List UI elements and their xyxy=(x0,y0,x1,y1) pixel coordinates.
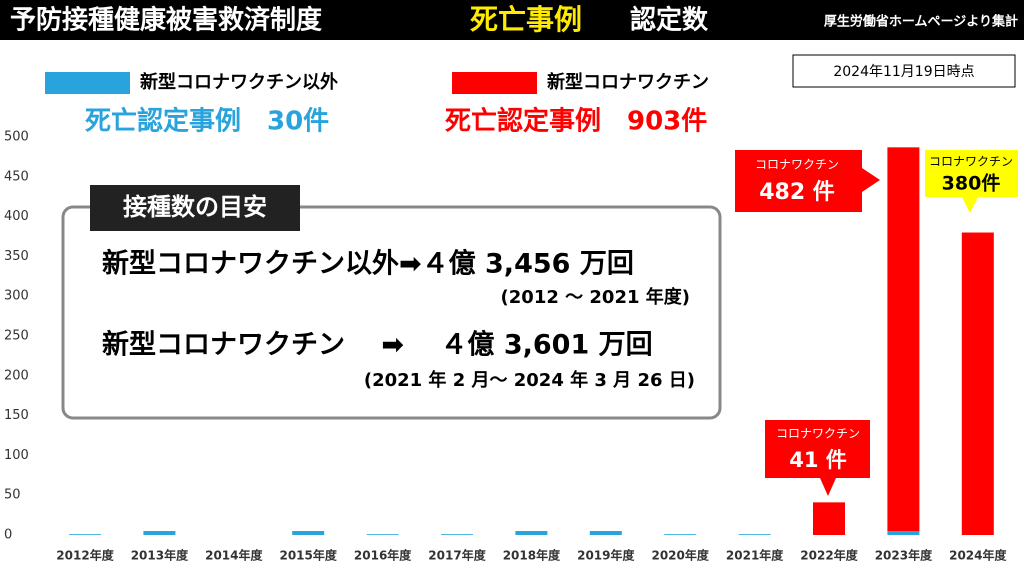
bar xyxy=(664,534,697,535)
legend-label: 新型コロナワクチン xyxy=(547,71,709,93)
data-label: 380件 xyxy=(942,172,1001,195)
x-tick-label: 2013年度 xyxy=(131,548,189,563)
y-tick-label: 400 xyxy=(4,209,29,224)
title-end: 認定数 xyxy=(630,5,709,36)
y-tick-label: 50 xyxy=(4,488,21,503)
x-tick-label: 2022年度 xyxy=(800,548,858,563)
info-heading-bg xyxy=(90,185,300,231)
x-tick-label: 2016年度 xyxy=(354,548,412,563)
data-label: 482 件 xyxy=(759,180,835,205)
bar xyxy=(887,531,920,535)
y-tick-label: 350 xyxy=(4,249,29,264)
legend-swatch xyxy=(452,72,537,94)
callout xyxy=(925,150,1018,213)
y-tick-label: 100 xyxy=(4,448,29,463)
bar xyxy=(441,534,473,535)
x-tick-label: 2015年度 xyxy=(279,548,337,563)
title: 予防接種健康被害救済制度 xyxy=(10,5,322,36)
info-box xyxy=(61,205,722,420)
info-heading: 接種数の目安 xyxy=(123,193,267,221)
date-box xyxy=(792,54,1016,88)
title-highlight: 死亡事例 xyxy=(470,3,582,36)
bar xyxy=(69,534,101,535)
y-tick-label: 450 xyxy=(4,169,29,184)
bar xyxy=(143,531,176,535)
bar xyxy=(515,531,548,535)
total-label: 死亡認定事例 903件 xyxy=(445,106,707,137)
legend-swatch xyxy=(45,72,130,94)
x-tick-label: 2017年度 xyxy=(428,548,486,563)
y-tick-label: 200 xyxy=(4,368,29,383)
callout xyxy=(735,150,880,212)
y-tick-label: 300 xyxy=(4,289,29,304)
x-tick-label: 2014年度 xyxy=(205,548,263,563)
x-tick-label: 2020年度 xyxy=(651,548,709,563)
callout-title: コロナワクチン xyxy=(929,155,1013,169)
y-tick-label: 250 xyxy=(4,329,29,344)
bar xyxy=(292,531,325,535)
y-tick-label: 150 xyxy=(4,408,29,423)
data-label: 41 件 xyxy=(789,448,847,472)
legend-label: 新型コロナワクチン以外 xyxy=(140,71,338,93)
bar xyxy=(366,534,399,535)
x-tick-label: 2021年度 xyxy=(726,548,784,563)
info-note: (2021 年 2 月～ 2024 年 3 月 26 日) xyxy=(364,369,695,391)
x-tick-label: 2024年度 xyxy=(949,548,1007,563)
callout-title: コロナワクチン xyxy=(776,427,860,441)
plot: 0 50 100 150 200 250 300 350 400 450 500 2012年度 2013… xyxy=(4,130,1007,563)
bar xyxy=(961,232,994,535)
bar xyxy=(589,531,622,535)
y-tick-label: 0 xyxy=(4,528,12,543)
callout xyxy=(765,420,870,496)
x-tick-label: 2019年度 xyxy=(577,548,635,563)
header-bar xyxy=(0,0,1024,40)
info-note: (2012 ～ 2021 年度) xyxy=(501,286,690,308)
x-tick-label: 2012年度 xyxy=(56,548,114,563)
source: 厚生労働省ホームページより集計 xyxy=(824,14,1018,30)
bar xyxy=(887,147,920,532)
y-tick-label: 500 xyxy=(4,130,29,145)
info-row: 新型コロナワクチン ➡ ４億 3,601 万回 xyxy=(102,329,653,361)
callout-title: コロナワクチン xyxy=(755,158,839,172)
date: 2024年11月19日時点 xyxy=(833,64,974,80)
x-tick-label: 2023年度 xyxy=(875,548,933,563)
info-row: 新型コロナワクチン以外➡４億 3,456 万回 xyxy=(102,248,634,280)
bar xyxy=(738,534,771,535)
x-tick-label: 2018年度 xyxy=(503,548,561,563)
bar xyxy=(813,502,845,535)
total-label: 死亡認定事例 30件 xyxy=(85,106,329,137)
